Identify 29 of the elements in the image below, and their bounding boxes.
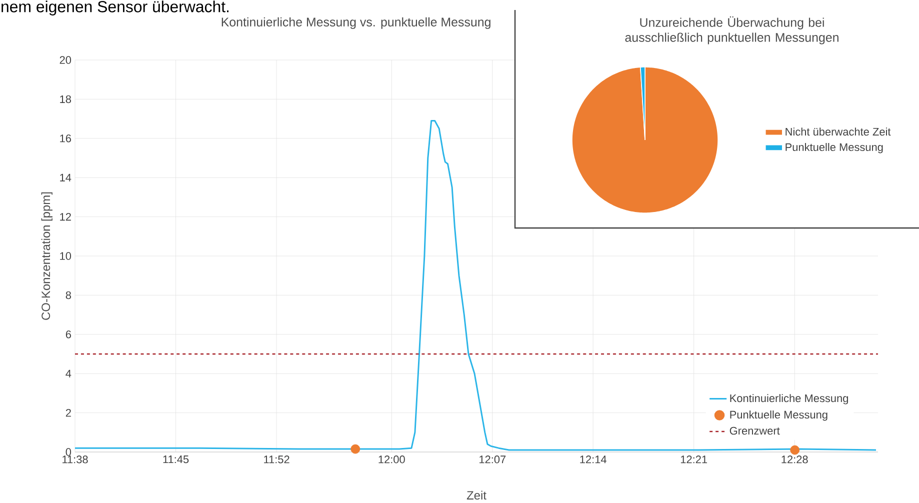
x-tick-label: 11:52 [264,456,290,464]
y-tick-label: 12 [60,212,71,221]
x-tick-label: 12:00 [378,456,405,464]
legend-label: Nicht überwachte Zeit [786,128,891,136]
y-tick-label: 6 [66,330,71,338]
legend-label: Punktuelle Messung [730,410,828,421]
y-tick-label: 14 [60,174,72,182]
legend-label: Punktuelle Messung [786,142,883,154]
x-tick-label: 12:21 [680,456,708,464]
y-tick-label: 0 [66,448,72,456]
x-tick-label: 12:07 [480,456,506,464]
y-tick-label: 10 [60,252,72,260]
x-axis-title: Zeit [466,490,486,500]
y-axis-title: CO-Konzentration [ppm] [41,192,52,320]
y-tick-label: 2 [66,408,71,417]
x-tick-label: 11:45 [163,456,189,464]
y-tick-label: 16 [60,134,71,142]
chart-title: Kontinuierliche Messung vs. punktuelle Messung [222,17,490,29]
y-tick-label: 8 [66,291,71,300]
y-tick-label: 18 [60,95,71,104]
x-tick-label: 12:14 [580,456,606,464]
chart-title: Unzureichende Überwachung bei ausschließlich punktuellen Messungen [625,16,838,44]
legend-label: Grenzwert [730,426,780,435]
text: nem eigenen Sensor überwacht. [2,0,229,16]
x-tick-label: 12:28 [782,456,808,464]
y-tick-label: 4 [66,370,72,378]
x-tick-label: 11:38 [62,456,88,464]
legend-label: Kontinuierliche Messung [730,394,848,404]
y-tick-label: 20 [60,56,72,64]
